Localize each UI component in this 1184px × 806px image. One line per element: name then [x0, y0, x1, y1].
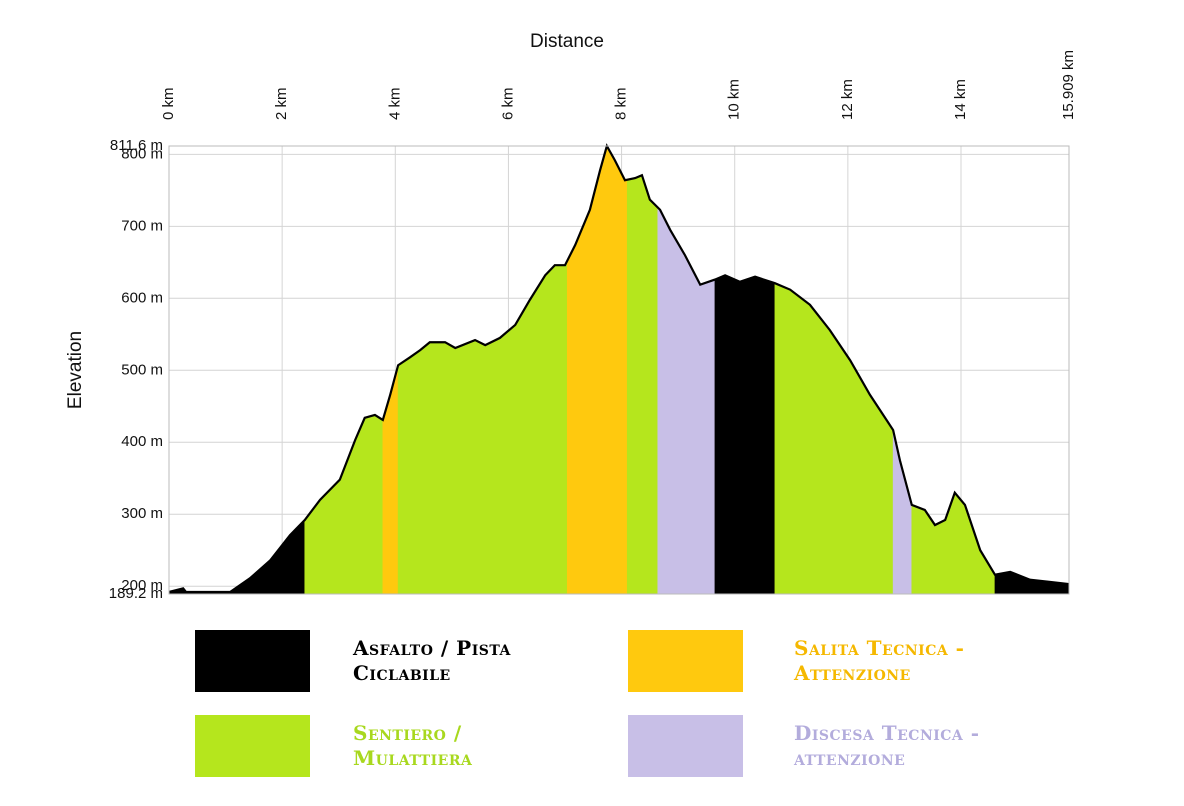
- legend-swatch: [628, 630, 743, 692]
- surface-segment: [626, 174, 659, 595]
- surface-segment: [911, 492, 996, 595]
- legend-swatch: [628, 715, 743, 777]
- x-tick-label: 10 km: [726, 79, 743, 120]
- surface-segment: [382, 365, 399, 595]
- plot-frame: [168, 145, 1070, 595]
- x-tick-label: 4 km: [386, 87, 403, 120]
- y-tick-label: 700 m: [121, 217, 163, 234]
- legend-label: Asfalto / Pista Ciclabile: [353, 636, 511, 685]
- y-tick-label: 500 m: [121, 361, 163, 378]
- legend-label: Discesa Tecnica - attenzione: [794, 721, 980, 770]
- surface-segment: [714, 274, 776, 595]
- y-tick-label: 600 m: [121, 289, 163, 306]
- x-tick-label: 6 km: [499, 87, 516, 120]
- legend-swatch: [195, 630, 310, 692]
- x-tick-label: 0 km: [160, 87, 177, 120]
- x-tick-label: 14 km: [952, 79, 969, 120]
- surface-segment: [397, 260, 568, 595]
- elevation-line: [168, 143, 1070, 594]
- x-tick-label: 15.909 km: [1060, 50, 1077, 120]
- y-tick-label: 800 m: [121, 145, 163, 162]
- legend-label: Sentiero / Mulattiera: [353, 721, 473, 770]
- y-tick-label: 811.6 m: [110, 137, 163, 154]
- y-tick-label: 400 m: [121, 433, 163, 450]
- y-axis-title: Elevation: [65, 331, 86, 409]
- surface-segment: [657, 206, 716, 595]
- legend-label: Salita Tecnica - Attenzione: [794, 636, 965, 685]
- surface-segment: [892, 429, 913, 595]
- y-tick-label: 189.2 m: [109, 585, 163, 602]
- surface-segment: [168, 519, 306, 595]
- x-tick-label: 2 km: [273, 87, 290, 120]
- x-tick-label: 8 km: [613, 87, 630, 120]
- legend-swatch: [195, 715, 310, 777]
- surface-segment: [566, 145, 628, 595]
- y-tick-label: 300 m: [121, 505, 163, 522]
- x-tick-label: 12 km: [839, 79, 856, 120]
- x-axis-title: Distance: [530, 31, 604, 52]
- y-tick-label: 200 m: [121, 577, 163, 594]
- surface-segment: [774, 282, 894, 595]
